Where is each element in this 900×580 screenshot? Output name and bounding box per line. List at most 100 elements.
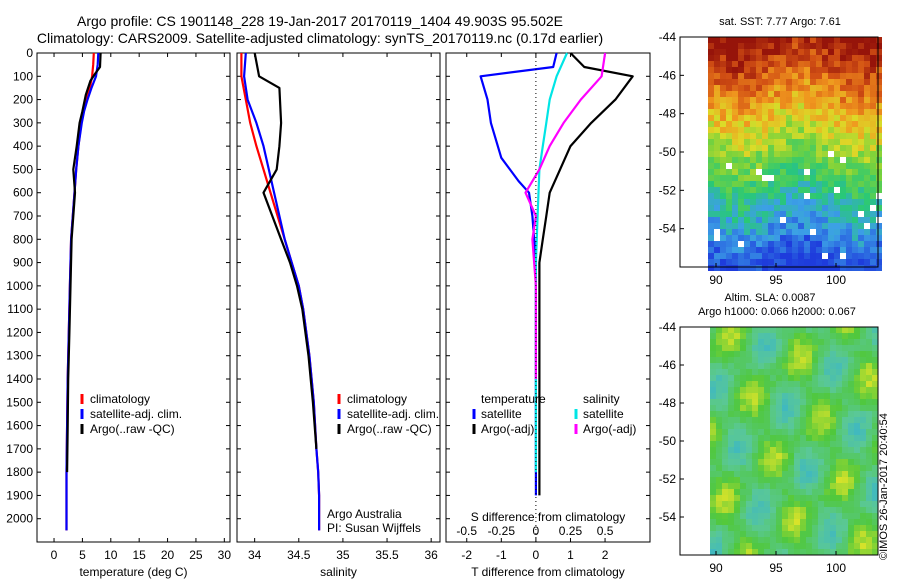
map-cell xyxy=(812,399,818,405)
map-cell xyxy=(714,247,720,253)
map-cell xyxy=(788,441,794,447)
map-cell xyxy=(854,525,860,531)
map-cell xyxy=(846,169,852,175)
map-cell xyxy=(780,127,786,133)
map-cell xyxy=(774,37,780,43)
map-cell xyxy=(746,543,752,549)
map-cell xyxy=(876,169,882,175)
map-cell xyxy=(708,127,714,133)
map-cell xyxy=(786,97,792,103)
y-tick-label: 300 xyxy=(13,116,33,130)
legend-label: Argo(-adj) xyxy=(583,422,636,436)
map-cell xyxy=(752,399,758,405)
map-cell xyxy=(750,223,756,229)
map-cell xyxy=(860,465,866,471)
x-tick-label: 90 xyxy=(709,273,723,287)
map-cell xyxy=(740,435,746,441)
map-cell xyxy=(740,453,746,459)
map-cell xyxy=(872,357,878,363)
map-cell xyxy=(794,537,800,543)
map-cell xyxy=(806,423,812,429)
map-cell xyxy=(764,525,770,531)
map-cell xyxy=(816,217,822,223)
map-cell xyxy=(794,549,800,555)
map-cell xyxy=(756,211,762,217)
map-cell xyxy=(716,363,722,369)
map-cell xyxy=(732,67,738,73)
map-cell xyxy=(792,79,798,85)
map-cell xyxy=(744,193,750,199)
map-cell xyxy=(750,157,756,163)
map-cell xyxy=(876,109,882,115)
map-cell xyxy=(840,205,846,211)
map-cell xyxy=(846,181,852,187)
map-cell xyxy=(828,235,834,241)
map-cell xyxy=(828,61,834,67)
map-cell xyxy=(726,265,732,271)
map-cell xyxy=(722,399,728,405)
map-cell xyxy=(804,37,810,43)
map-cell xyxy=(758,327,764,333)
map-cell xyxy=(840,187,846,193)
map-cell xyxy=(746,459,752,465)
map-cell xyxy=(780,157,786,163)
map-cell xyxy=(852,175,858,181)
map-cell xyxy=(756,229,762,235)
map-cell xyxy=(768,205,774,211)
map-cell xyxy=(842,507,848,513)
map-cell xyxy=(710,399,716,405)
map-cell xyxy=(770,525,776,531)
map-cell xyxy=(872,519,878,525)
map-cell xyxy=(842,369,848,375)
map-cell xyxy=(866,483,872,489)
map-cell xyxy=(732,199,738,205)
map-cell xyxy=(728,351,734,357)
map-cell xyxy=(870,73,876,79)
map-cell xyxy=(722,411,728,417)
map-cell xyxy=(854,483,860,489)
map-cell xyxy=(824,501,830,507)
map-cell xyxy=(768,73,774,79)
map-cell xyxy=(864,169,870,175)
map-cell xyxy=(816,229,822,235)
map-cell xyxy=(726,115,732,121)
map-cell xyxy=(870,205,876,211)
map-cell xyxy=(810,67,816,73)
map-cell xyxy=(834,205,840,211)
map-cell xyxy=(800,489,806,495)
map-cell xyxy=(726,43,732,49)
map-cell xyxy=(720,217,726,223)
map-cell xyxy=(834,79,840,85)
map-cell xyxy=(768,163,774,169)
map-cell xyxy=(708,181,714,187)
map-cell xyxy=(866,513,872,519)
map-cell xyxy=(758,423,764,429)
map-cell xyxy=(726,139,732,145)
map-cell xyxy=(816,205,822,211)
series-line xyxy=(534,52,569,473)
map-cell xyxy=(762,43,768,49)
map-cell xyxy=(816,115,822,121)
map-cell xyxy=(726,163,732,169)
map-cell xyxy=(710,357,716,363)
map-cell xyxy=(732,157,738,163)
map-cell xyxy=(782,333,788,339)
map-cell xyxy=(788,471,794,477)
map-cell xyxy=(786,67,792,73)
map-cell xyxy=(810,193,816,199)
map-cell xyxy=(708,229,714,235)
map-cell xyxy=(864,235,870,241)
map-cell xyxy=(710,537,716,543)
map-cell xyxy=(714,79,720,85)
map-cell xyxy=(824,327,830,333)
map-cell xyxy=(728,447,734,453)
map-cell xyxy=(816,175,822,181)
map-cell xyxy=(758,477,764,483)
map-cell xyxy=(836,411,842,417)
map-cell xyxy=(774,211,780,217)
map-cell xyxy=(842,405,848,411)
map-cell xyxy=(800,453,806,459)
map-cell xyxy=(822,169,828,175)
map-cell xyxy=(732,259,738,265)
map-cell xyxy=(744,199,750,205)
